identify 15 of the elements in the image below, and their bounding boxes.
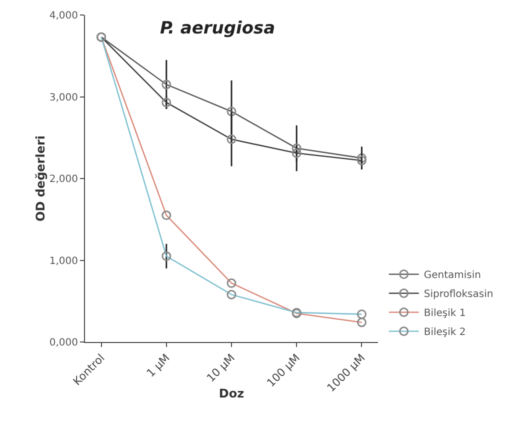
x-tick-label: 100 µM	[264, 352, 303, 390]
y-axis-title: OD değerleri	[33, 136, 48, 222]
y-tick-label: 2,000	[49, 174, 78, 185]
chart-title: P. aerugiosa	[160, 18, 276, 38]
y-tick-label: 4,000	[49, 10, 78, 22]
legend-label: Gentamisin	[424, 270, 481, 282]
legend-label: Bileşik 1	[424, 308, 466, 320]
y-tick-label: 0,000	[49, 338, 78, 348]
legend-label: Bileşik 2	[424, 327, 466, 338]
x-tick-label: 10 µM	[204, 352, 238, 385]
legend-label: Siprofloksasin	[424, 289, 494, 300]
y-tick-label: 1,000	[49, 256, 78, 267]
x-tick-label: 1 µM	[144, 352, 172, 380]
y-tick-label: 3,000	[49, 92, 78, 104]
x-axis-title: Doz	[218, 386, 244, 401]
